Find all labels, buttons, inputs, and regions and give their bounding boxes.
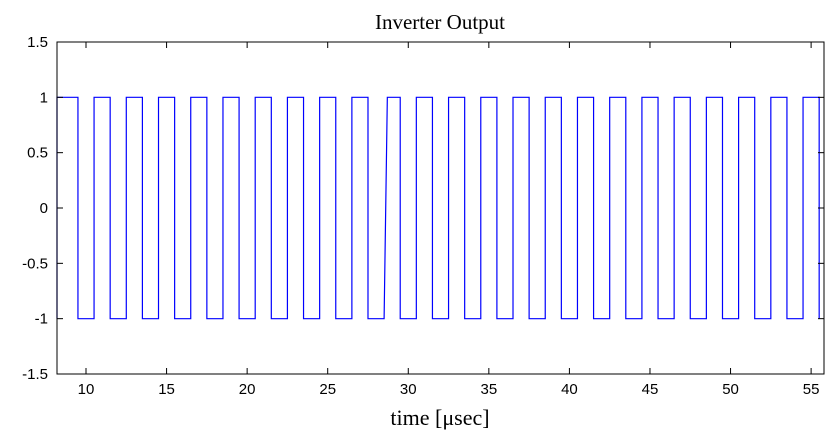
y-tick-label: 0 [40, 200, 48, 217]
y-axis-ticks: -1.5 -1 -0.5 0 0.5 1 1.5 [22, 34, 824, 383]
x-tick-label: 30 [400, 381, 417, 398]
y-tick-label: -0.5 [22, 255, 48, 272]
x-axis-label: time [μsec] [390, 405, 489, 430]
x-tick-label: 50 [722, 381, 739, 398]
x-tick-label: 55 [803, 381, 820, 398]
y-tick-label: 1.5 [27, 34, 48, 51]
x-axis-ticks: 10 15 20 25 30 35 40 45 50 55 [78, 42, 820, 398]
x-tick-label: 35 [480, 381, 497, 398]
x-tick-label: 45 [642, 381, 659, 398]
y-tick-label: 1 [40, 89, 48, 106]
y-tick-label: -1.5 [22, 366, 48, 383]
x-tick-label: 10 [78, 381, 95, 398]
x-tick-label: 25 [319, 381, 336, 398]
axes-frame [56, 41, 825, 375]
y-tick-label: 0.5 [27, 145, 48, 162]
x-tick-label: 40 [561, 381, 578, 398]
x-tick-label: 20 [239, 381, 256, 398]
x-tick-label: 15 [158, 381, 175, 398]
series-line [56, 96, 820, 320]
chart-title: Inverter Output [375, 10, 505, 34]
y-tick-label: -1 [35, 311, 48, 328]
plot-area [56, 41, 825, 375]
